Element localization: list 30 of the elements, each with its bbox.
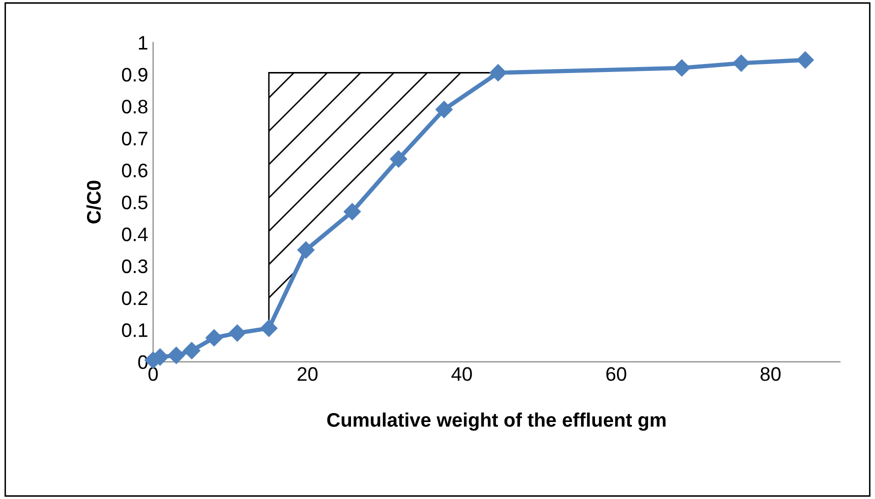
y-tick-label: 0.5 xyxy=(122,196,148,210)
point xyxy=(344,203,361,220)
y-tick-label: 0.7 xyxy=(122,132,148,146)
point xyxy=(390,150,408,168)
point xyxy=(168,346,185,364)
y-tick-label: 0.4 xyxy=(122,228,148,242)
x-tick-label: 60 xyxy=(606,367,626,381)
y-tick-label: 0.6 xyxy=(122,164,148,178)
y-tick-label: 0.2 xyxy=(122,291,148,306)
x-tick-label: 80 xyxy=(760,367,781,381)
point xyxy=(206,329,223,346)
x-tick-label: 20 xyxy=(298,367,318,381)
point xyxy=(490,64,507,82)
y-tick-label: 1 xyxy=(138,36,148,50)
y-tick-label: 0.8 xyxy=(122,100,148,114)
y-tick-label: 0.3 xyxy=(122,259,148,274)
point xyxy=(732,54,750,72)
point xyxy=(436,100,453,118)
point xyxy=(228,324,246,342)
y-axis-title: C/C0 xyxy=(86,180,101,224)
point xyxy=(796,51,814,69)
y-tick-label: 0.9 xyxy=(122,68,148,82)
point xyxy=(260,320,278,337)
x-axis-title: Cumulative weight of the effluent gm xyxy=(327,412,666,431)
y-tick-label: 0.1 xyxy=(122,323,148,338)
point xyxy=(673,59,690,77)
point xyxy=(183,342,200,360)
x-tick-label: 40 xyxy=(451,367,472,381)
x-tick-label: 0 xyxy=(148,367,158,381)
point xyxy=(297,241,314,259)
